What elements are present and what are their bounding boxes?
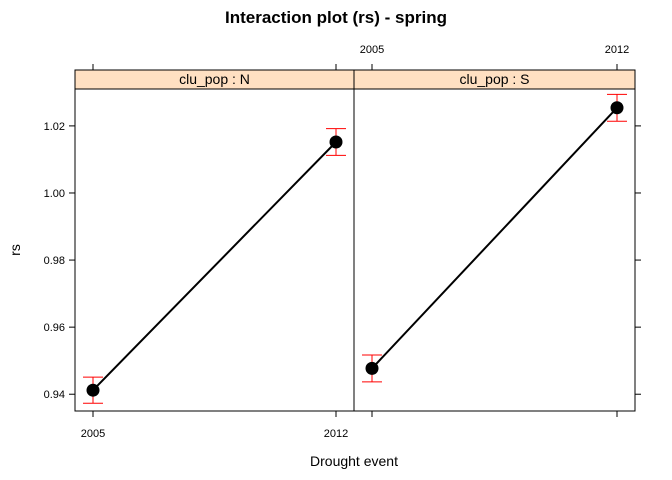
data-point (365, 361, 379, 375)
strip-label: clu_pop : N (179, 71, 250, 87)
panel-frame (74, 88, 355, 412)
panel-1: clu_pop : N 2005 2012 (74, 64, 355, 440)
x-tick-label: 2005 (360, 44, 384, 56)
x-tick-label: 2012 (324, 428, 348, 440)
y-tick-label: 0.94 (44, 389, 65, 401)
series-line (371, 107, 618, 370)
data-point (610, 101, 624, 115)
x-tick-label: 2012 (605, 44, 629, 56)
y-tick-label: 0.98 (44, 255, 65, 267)
x-tick-label: 2005 (81, 428, 105, 440)
y-tick-label: 1.02 (44, 121, 65, 133)
chart-title: Interaction plot (rs) - spring (225, 8, 447, 27)
y-tick-label: 0.96 (44, 322, 65, 334)
strip-label: clu_pop : S (459, 71, 529, 87)
data-point (86, 383, 100, 397)
series-line (92, 141, 337, 391)
x-axis-label: Drought event (310, 453, 398, 469)
panel-frame (353, 88, 636, 412)
y-axis-label: rs (7, 244, 23, 256)
data-point (329, 135, 343, 149)
y-tick-label: 1.00 (44, 188, 65, 200)
panel-2: clu_pop : S 2005 2012 (353, 44, 636, 417)
